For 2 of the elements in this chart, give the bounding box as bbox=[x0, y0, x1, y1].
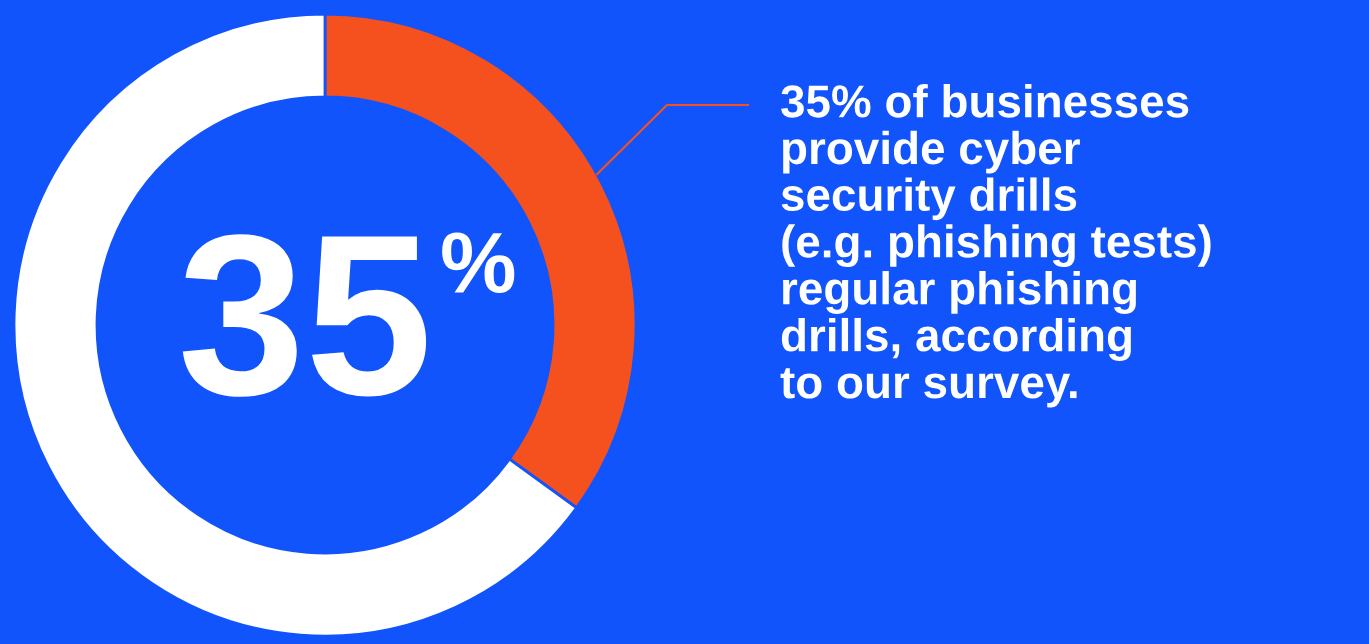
text: 35% bbox=[182, 232, 515, 397]
text: 35% of businesses provide cyber security drills (e.g. phishing tests) regular phishing drills, according to our survey. bbox=[780, 84, 1211, 408]
